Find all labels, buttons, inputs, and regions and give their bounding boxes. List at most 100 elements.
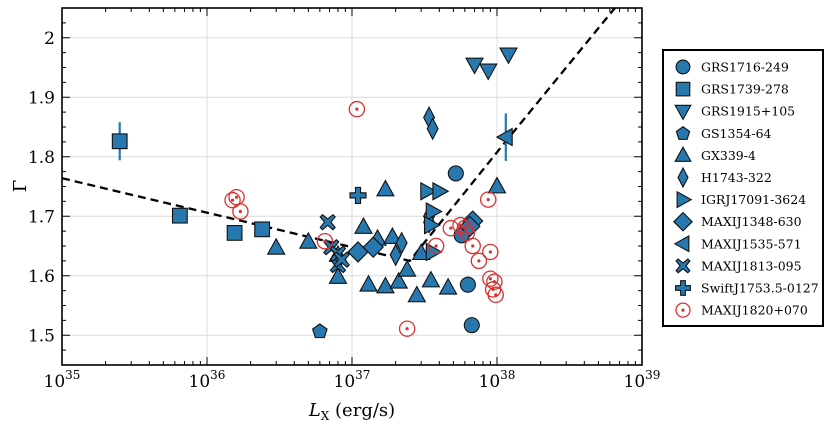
data-point xyxy=(442,219,460,237)
data-point xyxy=(427,237,445,255)
data-point xyxy=(382,227,402,244)
legend: GRS1716-249 GRS1739-278 GRS1915+105 GS1354-… xyxy=(662,49,824,327)
x-tick-label: 1035 xyxy=(44,368,81,392)
legend-marker xyxy=(676,190,693,209)
data-point xyxy=(362,236,384,258)
series-maxij1820-070 xyxy=(224,100,504,337)
legend-label: GS1354-64 xyxy=(701,126,772,141)
legend-label: GRS1739-278 xyxy=(701,82,789,97)
data-point xyxy=(420,181,438,201)
data-point xyxy=(464,237,481,255)
data-point xyxy=(478,63,498,81)
x-tick-label: 1036 xyxy=(189,368,226,392)
data-point xyxy=(397,259,417,277)
legend-entry: GS1354-64 xyxy=(675,126,772,141)
y-tick-label: 1.6 xyxy=(28,267,55,287)
legend-label: GRS1915+105 xyxy=(701,104,795,119)
x-axis-label: LX (erg/s) xyxy=(308,400,395,423)
data-point xyxy=(228,188,245,206)
data-point xyxy=(425,202,443,221)
legend-label: SwiftJ1753.5-0127 xyxy=(701,281,819,296)
data-point xyxy=(266,237,286,255)
data-point xyxy=(375,179,395,197)
legend-marker xyxy=(675,280,691,296)
data-point xyxy=(421,270,441,288)
data-point xyxy=(389,243,402,267)
data-point xyxy=(432,181,450,201)
series-swiftj1753-5-0127 xyxy=(349,186,367,204)
legend-marker xyxy=(675,81,691,97)
legend-marker xyxy=(675,59,691,75)
data-point xyxy=(298,231,318,249)
data-point xyxy=(459,276,476,293)
legend-entry: GRS1716-249 xyxy=(675,59,789,75)
legend-entry: MAXIJ1535-571 xyxy=(673,235,802,253)
legend-label: MAXIJ1535-571 xyxy=(701,236,802,251)
legend-entry: GX339-4 xyxy=(674,146,756,163)
y-tick-label: 1.7 xyxy=(28,207,55,227)
data-point xyxy=(224,191,241,209)
y-tick-label: 1.9 xyxy=(28,88,55,108)
y-tick-label: 2 xyxy=(44,29,55,49)
data-point xyxy=(395,231,408,255)
fit-line-layer xyxy=(62,8,616,263)
series-grs1915-105 xyxy=(465,47,518,81)
y-tick-labels: 1.5 1.6 1.7 1.8 1.9 2 xyxy=(28,29,55,347)
legend-label: H1743-322 xyxy=(701,170,772,185)
y-axis-label: Γ xyxy=(10,180,31,193)
fit-line xyxy=(62,8,616,263)
axis-ticks xyxy=(61,7,642,366)
grid xyxy=(61,8,643,365)
y-tick-label: 1.8 xyxy=(28,148,55,168)
data-point xyxy=(316,232,334,250)
legend-marker xyxy=(673,211,693,232)
series-maxij1813-095 xyxy=(319,213,351,274)
data-point xyxy=(426,117,439,141)
data-point xyxy=(348,100,366,118)
y-tick-label: 1.5 xyxy=(28,326,55,346)
x-tick-label: 1039 xyxy=(624,368,661,392)
data-point xyxy=(438,277,458,295)
series-gs1354-64 xyxy=(311,323,328,339)
series-igrj17091-3624 xyxy=(420,181,450,262)
legend-marker xyxy=(675,302,691,318)
legend-label: GRS1716-249 xyxy=(701,60,789,75)
data-point xyxy=(482,243,499,261)
legend-marker xyxy=(674,146,692,162)
data-point xyxy=(232,203,249,220)
legend-entry: SwiftJ1753.5-0127 xyxy=(675,280,819,296)
data-point xyxy=(463,317,480,334)
legend-marker xyxy=(675,126,691,140)
legend-entry: MAXIJ1348-630 xyxy=(673,211,802,232)
data-point xyxy=(319,213,336,231)
data-point xyxy=(354,216,373,234)
data-point xyxy=(465,57,484,75)
legend-entry: IGRJ17091-3624 xyxy=(676,190,806,209)
series-grs1716-249 xyxy=(447,165,480,334)
data-point xyxy=(479,191,497,208)
data-point xyxy=(447,165,464,182)
series-h1743-322 xyxy=(389,105,439,267)
legend-label: IGRJ17091-3624 xyxy=(701,192,806,207)
data-point xyxy=(407,285,427,303)
data-point xyxy=(398,320,416,337)
legend-entry: GRS1739-278 xyxy=(675,81,789,97)
legend-marker xyxy=(675,258,691,274)
legend-entry: GRS1915+105 xyxy=(674,104,795,121)
data-point xyxy=(349,186,367,204)
legend-entry: MAXIJ1813-095 xyxy=(675,258,802,274)
data-point xyxy=(254,221,271,238)
series-grs1739-278 xyxy=(111,122,271,241)
legend-marker xyxy=(674,104,692,121)
legend-label: MAXIJ1348-630 xyxy=(701,214,802,229)
data-point xyxy=(423,215,441,235)
legend-entry: H1743-322 xyxy=(677,166,772,189)
data-point xyxy=(311,323,328,339)
data-point xyxy=(425,242,443,262)
data-point xyxy=(484,281,502,298)
data-point xyxy=(375,276,395,294)
data-point xyxy=(333,251,351,268)
data-point xyxy=(470,252,488,270)
data-point xyxy=(328,266,348,284)
